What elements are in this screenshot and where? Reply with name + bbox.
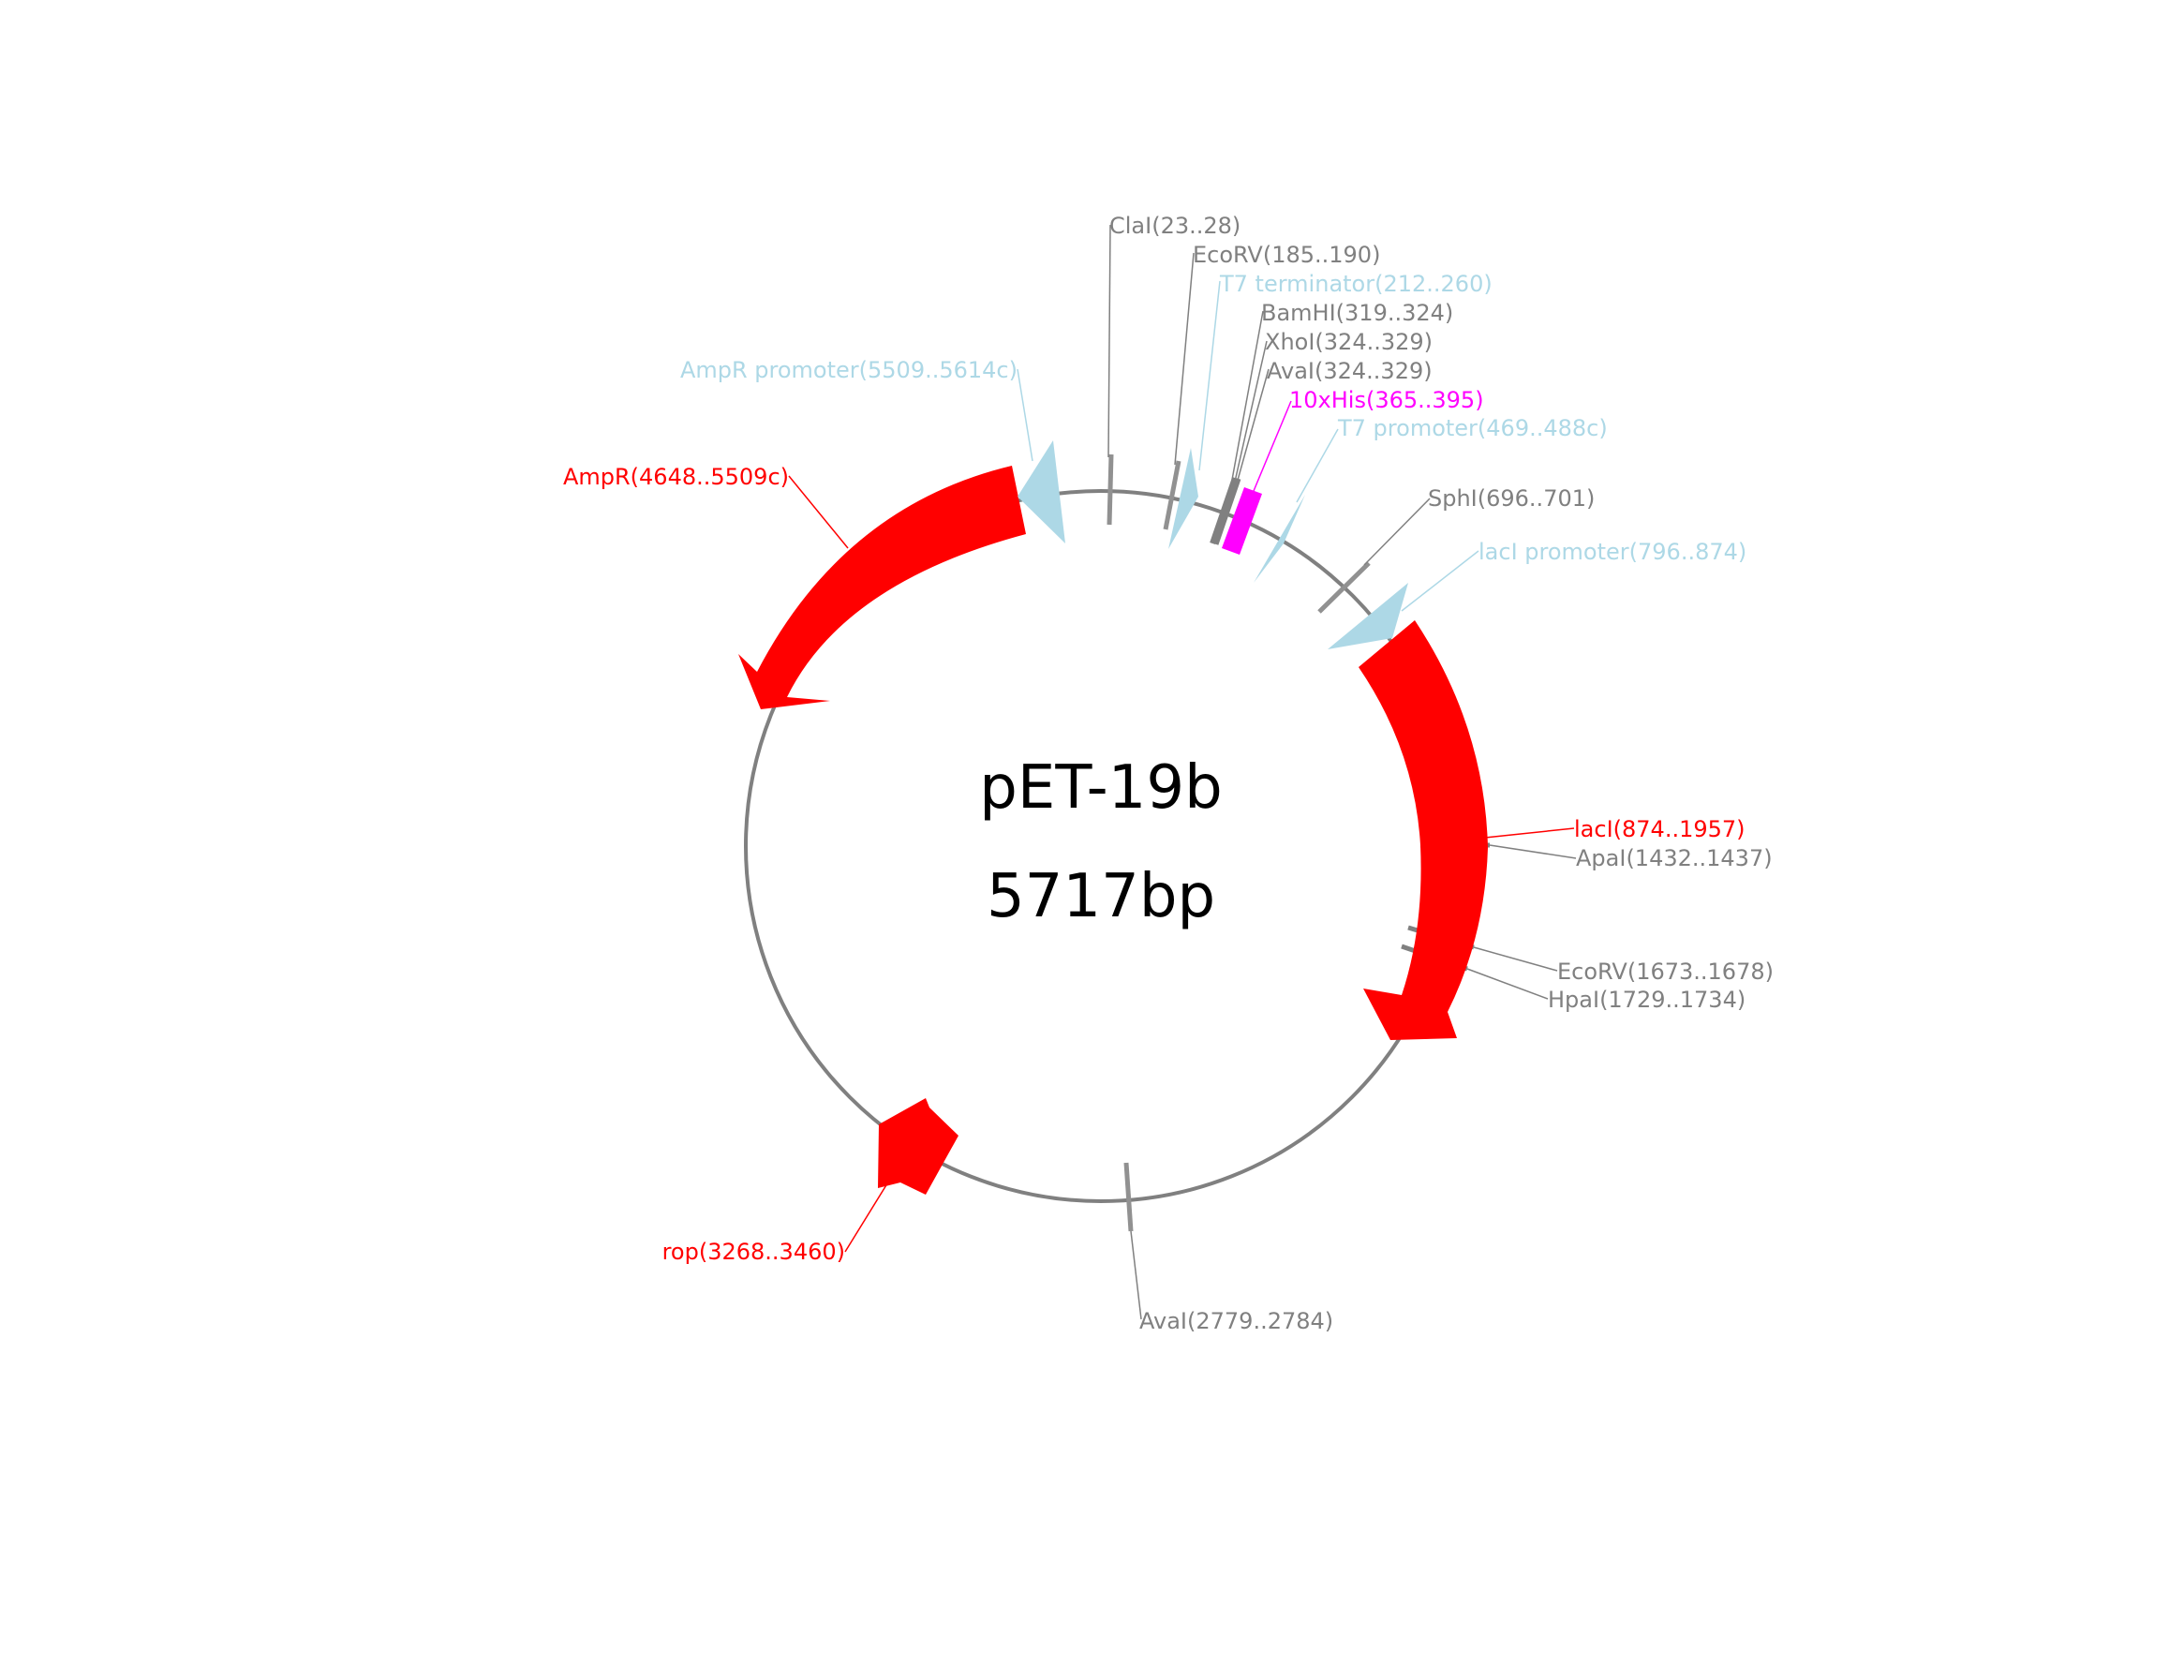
plasmid-size: 5717bp <box>987 862 1215 931</box>
label-avai-2779: AvaI(2779..2784) <box>1139 1308 1333 1334</box>
site-tick-clai <box>1107 453 1114 526</box>
label-ampr-promoter: AmpR promoter(5509..5614c) <box>680 357 1018 383</box>
leader-laci <box>1484 827 1575 839</box>
plasmid-name: pET-19b <box>979 753 1222 823</box>
leader-sphi <box>1363 498 1431 566</box>
leader-avai-324 <box>1236 368 1270 484</box>
label-bamhi: BamHI(319..324) <box>1261 300 1453 326</box>
label-10xhis: 10xHis(365..395) <box>1289 387 1484 413</box>
leader-xhoi <box>1234 340 1268 483</box>
site-tick-ecorv-185 <box>1163 460 1181 530</box>
feature-arrow-ampr-promoter <box>1018 440 1065 543</box>
feature-arrow-10xhis <box>1222 487 1262 555</box>
leader-t7-terminator <box>1198 280 1221 471</box>
leader-10xhis <box>1253 400 1292 492</box>
label-avai-324: AvaI(324..329) <box>1267 358 1433 384</box>
label-ecorv-1673: EcoRV(1673..1678) <box>1557 959 1774 985</box>
label-t7-terminator: T7 terminator(212..260) <box>1219 271 1493 297</box>
leader-ampr <box>788 475 849 549</box>
leader-ecorv-185 <box>1174 252 1195 466</box>
leader-clai <box>1107 224 1111 458</box>
label-laci-promoter: lacI promoter(796..874) <box>1478 539 1746 565</box>
leader-apai <box>1489 844 1577 859</box>
label-clai: ClaI(23..28) <box>1109 213 1241 239</box>
label-xhoi: XhoI(324..329) <box>1265 329 1433 355</box>
site-tick-xhoi <box>1213 478 1241 545</box>
label-rop: rop(3268..3460) <box>662 1239 845 1265</box>
label-ecorv-185: EcoRV(185..190) <box>1193 242 1380 268</box>
leader-ampr-promoter <box>1017 368 1033 462</box>
label-apai: ApaI(1432..1437) <box>1576 845 1773 871</box>
leader-avai-2779 <box>1130 1230 1142 1320</box>
feature-arrow-laci <box>1359 620 1488 1040</box>
site-tick-avai-2779 <box>1123 1162 1134 1232</box>
feature-arrow-laci-promoter <box>1328 583 1408 649</box>
label-laci: lacI(874..1957) <box>1574 816 1746 842</box>
site-tick-sphi <box>1317 561 1371 614</box>
leader-rop <box>844 1175 893 1253</box>
label-ampr: AmpR(4648..5509c) <box>563 464 789 490</box>
label-t7-promoter: T7 promoter(469..488c) <box>1337 415 1608 441</box>
leader-t7-promoter <box>1296 428 1339 503</box>
feature-arrow-ampr <box>738 466 1026 709</box>
leader-hpai <box>1466 968 1549 1000</box>
feature-arrow-t7-terminator <box>1168 448 1198 549</box>
feature-arrow-rop <box>878 1098 958 1195</box>
feature-arrow-t7-promoter <box>1254 495 1305 583</box>
leader-laci-promoter <box>1401 550 1479 612</box>
leader-ecorv-1673 <box>1473 946 1558 972</box>
label-hpai: HpaI(1729..1734) <box>1548 987 1746 1013</box>
leader-bamhi <box>1231 310 1264 481</box>
label-sphi: SphI(696..701) <box>1428 485 1595 512</box>
site-tick-bamhi <box>1210 477 1238 544</box>
